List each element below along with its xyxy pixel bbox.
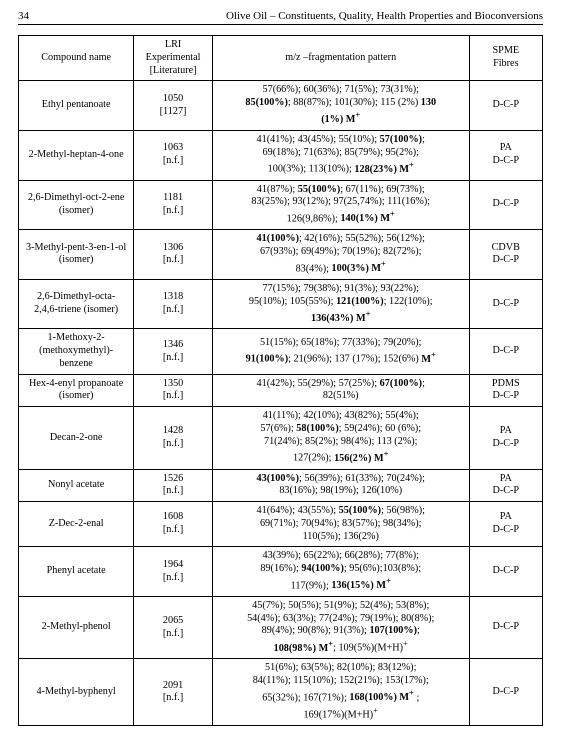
cell-name: 2,6-Dimethyl-octa-2,4,6-triene (isomer) <box>19 279 134 329</box>
cell-name: 1-Methoxy-2-(methoxymethyl)-benzene <box>19 329 134 374</box>
cell-lri: 1964[n.f.] <box>134 547 213 597</box>
cell-name: 2,6-Dimethyl-oct-2-ene(isomer) <box>19 180 134 230</box>
cell-mz: 45(7%); 50(5%); 51(9%); 52(4%); 53(8%);5… <box>212 596 469 658</box>
cell-mz: 41(64%); 43(55%); 55(100%); 56(98%);69(7… <box>212 502 469 547</box>
cell-mz: 41(100%); 42(16%); 55(52%); 56(12%);67(9… <box>212 230 469 280</box>
table-body: Ethyl pentanoate1050[1127]57(66%); 60(36… <box>19 81 543 726</box>
cell-lri: 1306[n.f.] <box>134 230 213 280</box>
cell-fibres: D-C-P <box>469 279 542 329</box>
cell-mz: 43(39%); 65(22%); 66(28%); 77(8%);89(16%… <box>212 547 469 597</box>
col-compound: Compound name <box>19 36 134 81</box>
cell-fibres: D-C-P <box>469 547 542 597</box>
table-row: 4-Methyl-byphenyl2091[n.f.]51(6%); 63(5%… <box>19 659 543 726</box>
cell-fibres: PAD-C-P <box>469 130 542 180</box>
cell-lri: 1608[n.f.] <box>134 502 213 547</box>
table-row: 2,6-Dimethyl-octa-2,4,6-triene (isomer)1… <box>19 279 543 329</box>
cell-fibres: CDVBD-C-P <box>469 230 542 280</box>
cell-mz: 51(15%); 65(18%); 77(33%); 79(20%);91(10… <box>212 329 469 374</box>
table-row: Decan-2-one1428[n.f.]41(11%); 42(10%); 4… <box>19 407 543 469</box>
cell-lri: 1350[n.f.] <box>134 374 213 407</box>
running-title: Olive Oil – Constituents, Quality, Healt… <box>226 10 543 22</box>
cell-mz: 41(87%); 55(100%); 67(11%); 69(73%);83(2… <box>212 180 469 230</box>
col-lri: LRIExperimental[Literature] <box>134 36 213 81</box>
cell-name: Nonyl acetate <box>19 469 134 502</box>
cell-fibres: PAD-C-P <box>469 502 542 547</box>
cell-fibres: PAD-C-P <box>469 407 542 469</box>
cell-fibres: D-C-P <box>469 180 542 230</box>
running-header: 34 Olive Oil – Constituents, Quality, He… <box>18 10 543 25</box>
cell-fibres: D-C-P <box>469 329 542 374</box>
cell-name: Z-Dec-2-enal <box>19 502 134 547</box>
table-row: 2,6-Dimethyl-oct-2-ene(isomer)1181[n.f.]… <box>19 180 543 230</box>
cell-name: 3-Methyl-pent-3-en-1-ol(isomer) <box>19 230 134 280</box>
cell-lri: 1050[1127] <box>134 81 213 131</box>
compounds-table: Compound name LRIExperimental[Literature… <box>18 35 543 726</box>
cell-fibres: PDMSD-C-P <box>469 374 542 407</box>
col-fibres: SPMEFibres <box>469 36 542 81</box>
table-row: 1-Methoxy-2-(methoxymethyl)-benzene1346[… <box>19 329 543 374</box>
cell-name: 2-Methyl-heptan-4-one <box>19 130 134 180</box>
cell-lri: 2091[n.f.] <box>134 659 213 726</box>
cell-name: Phenyl acetate <box>19 547 134 597</box>
cell-lri: 1063[n.f.] <box>134 130 213 180</box>
cell-fibres: D-C-P <box>469 659 542 726</box>
cell-mz: 43(100%); 56(39%); 61(33%); 70(24%);83(1… <box>212 469 469 502</box>
cell-lri: 1428[n.f.] <box>134 407 213 469</box>
page-number: 34 <box>18 10 29 22</box>
cell-mz: 51(6%); 63(5%); 82(10%); 83(12%);84(11%)… <box>212 659 469 726</box>
cell-lri: 2065[n.f.] <box>134 596 213 658</box>
cell-fibres: D-C-P <box>469 596 542 658</box>
page: 34 Olive Oil – Constituents, Quality, He… <box>0 0 561 744</box>
table-row: Nonyl acetate1526[n.f.]43(100%); 56(39%)… <box>19 469 543 502</box>
cell-name: Ethyl pentanoate <box>19 81 134 131</box>
cell-name: 4-Methyl-byphenyl <box>19 659 134 726</box>
cell-mz: 77(15%); 79(38%); 91(3%); 93(22%);95(10%… <box>212 279 469 329</box>
table-row: 2-Methyl-phenol2065[n.f.]45(7%); 50(5%);… <box>19 596 543 658</box>
cell-mz: 41(11%); 42(10%); 43(82%); 55(4%);57(6%)… <box>212 407 469 469</box>
table-row: Ethyl pentanoate1050[1127]57(66%); 60(36… <box>19 81 543 131</box>
cell-mz: 41(42%); 55(29%); 57(25%); 67(100%);82(5… <box>212 374 469 407</box>
cell-name: Hex-4-enyl propanoate(isomer) <box>19 374 134 407</box>
table-row: 2-Methyl-heptan-4-one1063[n.f.]41(41%); … <box>19 130 543 180</box>
table-header-row: Compound name LRIExperimental[Literature… <box>19 36 543 81</box>
cell-fibres: PAD-C-P <box>469 469 542 502</box>
cell-mz: 57(66%); 60(36%); 71(5%); 73(31%);85(100… <box>212 81 469 131</box>
cell-fibres: D-C-P <box>469 81 542 131</box>
cell-lri: 1181[n.f.] <box>134 180 213 230</box>
cell-lri: 1346[n.f.] <box>134 329 213 374</box>
table-row: Phenyl acetate1964[n.f.]43(39%); 65(22%)… <box>19 547 543 597</box>
cell-name: 2-Methyl-phenol <box>19 596 134 658</box>
cell-lri: 1318[n.f.] <box>134 279 213 329</box>
col-mz: m/z –fragmentation pattern <box>212 36 469 81</box>
cell-lri: 1526[n.f.] <box>134 469 213 502</box>
table-row: Hex-4-enyl propanoate(isomer)1350[n.f.]4… <box>19 374 543 407</box>
table-row: Z-Dec-2-enal1608[n.f.]41(64%); 43(55%); … <box>19 502 543 547</box>
cell-mz: 41(41%); 43(45%); 55(10%); 57(100%);69(1… <box>212 130 469 180</box>
table-row: 3-Methyl-pent-3-en-1-ol(isomer)1306[n.f.… <box>19 230 543 280</box>
cell-name: Decan-2-one <box>19 407 134 469</box>
